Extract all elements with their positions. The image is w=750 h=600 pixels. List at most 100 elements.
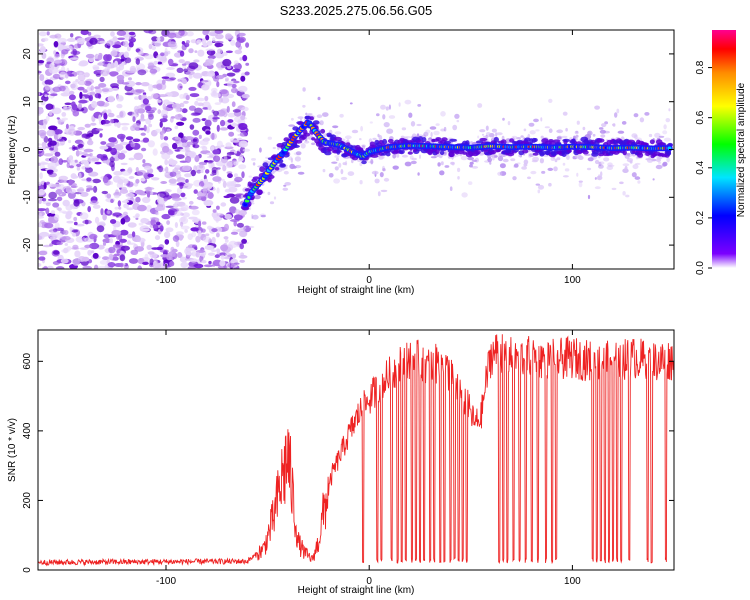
colorbar-tick-label: 0.4: [695, 160, 706, 174]
spectrogram-noise-blob: [180, 192, 186, 198]
spectrogram-noise-blob: [84, 80, 92, 86]
spectrogram-noise-blob: [216, 232, 220, 238]
spectrogram-noise-blob: [65, 80, 71, 85]
spectrogram-noise-blob: [178, 59, 185, 64]
spectrogram-halo-blob: [349, 102, 353, 105]
spectrogram-noise-blob: [56, 138, 64, 142]
spectrogram-halo-blob: [527, 176, 531, 180]
spectrogram-noise-blob: [48, 67, 59, 74]
spectrogram-noise-blob: [97, 54, 103, 61]
spectrogram-halo-blob: [606, 165, 614, 170]
spectrogram-halo-blob: [469, 164, 473, 168]
spectrogram-halo-blob: [360, 144, 365, 147]
spectrogram-noise-blob: [39, 231, 50, 237]
spectrogram-noise-blob: [164, 239, 170, 245]
spectrogram-halo-blob: [328, 173, 334, 178]
spectrogram-noise-blob: [39, 172, 43, 180]
spectrogram-noise-blob: [166, 128, 171, 132]
spectrogram-halo-blob: [251, 214, 259, 220]
spectrogram-halo-blob: [553, 166, 558, 172]
spectrogram-noise-blob: [116, 121, 121, 129]
spectrogram-noise-blob: [159, 118, 168, 123]
spectrogram-noise-blob: [193, 263, 204, 269]
spectrogram-ridge-envelope: [369, 141, 376, 147]
spectrogram-halo-blob: [663, 124, 667, 130]
spectrogram-noise-blob: [86, 185, 93, 189]
spectrogram-noise-blob: [107, 262, 116, 268]
spectrogram-noise-blob: [225, 161, 233, 169]
spectrogram-halo-blob: [622, 163, 630, 167]
spectrogram-noise-blob: [88, 96, 92, 100]
spectrogram-noise-blob: [195, 251, 200, 258]
spectrogram-noise-blob: [45, 103, 54, 110]
spectrogram-noise-blob: [165, 189, 172, 193]
spectrogram-halo-blob: [440, 111, 446, 117]
spectrogram-noise-blob: [44, 84, 51, 91]
spectrogram-noise-blob: [101, 86, 110, 94]
spectrogram-noise-blob: [74, 250, 81, 258]
spectrogram-noise-blob: [152, 224, 159, 230]
spectrogram-noise-blob: [118, 206, 122, 210]
spectrogram-halo-blob: [404, 161, 412, 167]
spectrogram-noise-blob: [188, 86, 197, 91]
spectrogram-halo-blob: [311, 142, 316, 146]
spectrogram-halo-blob: [443, 151, 447, 155]
spectrogram-noise-blob: [231, 101, 236, 108]
spectrogram-noise-blob: [227, 81, 233, 88]
spectrogram-halo-blob: [529, 130, 536, 135]
spectrogram-noise-blob: [133, 152, 144, 161]
spectrogram-noise-blob: [237, 156, 244, 162]
spectrogram-halo-blob: [316, 114, 323, 118]
spectrogram-halo-blob: [574, 131, 579, 135]
snr-xtick-label: -100: [156, 576, 176, 587]
spectrogram-noise-blob: [216, 187, 220, 194]
spectrogram-noise-blob: [169, 171, 177, 177]
spectrogram-halo-blob: [425, 129, 431, 134]
spectrogram-halo-blob: [396, 153, 400, 158]
spectrogram-noise-blob: [157, 94, 168, 98]
spectrogram-ridge-envelope: [382, 138, 388, 145]
spectrogram-noise-blob: [80, 191, 89, 197]
spectrogram-noise-blob: [151, 40, 155, 46]
spectrogram-noise-blob: [38, 43, 44, 47]
spectrogram-halo-blob: [535, 129, 540, 132]
spectrogram-halo-blob: [576, 120, 580, 125]
spectrogram-noise-blob: [172, 235, 180, 242]
spectrogram-halo-blob: [408, 112, 413, 118]
spectrogram-halo-blob: [592, 133, 596, 137]
spectrogram-halo-blob: [450, 161, 455, 165]
spectrogram-halo-blob: [334, 155, 340, 158]
spectrogram-noise-blob: [117, 152, 126, 160]
spectrogram-halo-blob: [582, 126, 586, 131]
spectrogram-noise-blob: [90, 157, 100, 162]
spectrogram-noise-blob: [96, 100, 106, 107]
spectrogram-noise-blob: [197, 49, 205, 57]
spectrogram-halo-blob: [616, 108, 620, 114]
spectrogram-noise-blob: [90, 250, 95, 254]
spectrogram-noise-blob: [84, 123, 91, 128]
spectrogram-noise-blob: [140, 113, 145, 121]
spectrogram-halo-blob: [497, 171, 503, 176]
spectrogram-noise-blob: [176, 121, 185, 126]
spectrogram-halo-blob: [359, 138, 362, 141]
spectrogram-noise-blob: [180, 261, 189, 268]
spectrogram-halo-blob: [294, 156, 301, 162]
spectrogram-noise-blob: [160, 181, 168, 184]
spectrogram-noise-blob: [167, 58, 174, 66]
spectrogram-ridge-envelope: [267, 177, 272, 183]
spectrogram-halo-blob: [587, 157, 594, 162]
spectrogram-noise-blob: [117, 200, 122, 207]
spectrogram-halo-blob: [374, 178, 380, 184]
spectrogram-noise-blob: [156, 36, 161, 42]
spectrogram-noise-blob: [102, 176, 109, 184]
spectrogram-noise-blob: [87, 206, 91, 213]
spectrogram-noise-blob: [175, 173, 182, 179]
spectrogram-noise-blob: [182, 79, 188, 85]
spectrogram-noise-blob: [103, 112, 108, 120]
spectrogram-halo-blob: [461, 192, 468, 198]
snr-frame: [37, 329, 675, 571]
spectrogram-noise-blob: [161, 152, 171, 160]
spectrogram-noise-blob: [82, 89, 89, 93]
spectrogram-noise-blob: [109, 238, 114, 244]
colorbar: 0.0 0.2 0.4 0.6 0.8 Normalized spectral ampl…: [695, 30, 747, 275]
